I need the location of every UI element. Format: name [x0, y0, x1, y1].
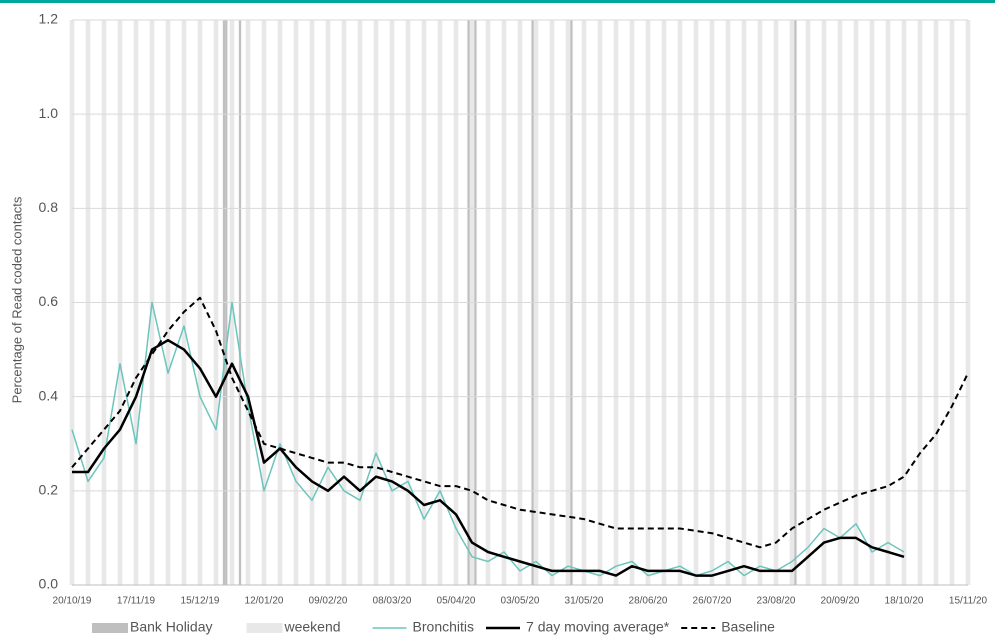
x-tick-label: 26/07/20 — [693, 596, 732, 607]
x-tick-label: 20/09/20 — [821, 596, 860, 607]
x-tick-label: 23/08/20 — [757, 596, 796, 607]
x-tick-label: 05/04/20 — [437, 596, 476, 607]
y-tick-label: 0.2 — [39, 482, 59, 498]
legend-label: weekend — [284, 619, 341, 635]
series-line — [71, 301, 905, 577]
x-tick-label: 15/12/19 — [181, 596, 220, 607]
y-tick-label: 1.0 — [39, 105, 59, 121]
x-tick-label: 17/11/19 — [117, 596, 156, 607]
legend-label: Bronchitis — [413, 619, 474, 635]
x-tick-label: 03/05/20 — [501, 596, 540, 607]
x-tick-label: 12/01/20 — [245, 596, 284, 607]
series-line — [71, 296, 969, 549]
y-tick-label: 1.2 — [39, 11, 59, 27]
x-tick-label: 18/10/20 — [885, 596, 924, 607]
x-tick-label: 09/02/20 — [309, 596, 348, 607]
y-tick-label: 0.8 — [39, 199, 59, 215]
y-tick-label: 0.0 — [39, 576, 59, 592]
y-axis-label: Percentage of Read coded contacts — [9, 196, 24, 403]
series-line — [72, 338, 905, 577]
legend-label: Bank Holiday — [130, 619, 213, 635]
legend-label: 7 day moving average* — [526, 619, 670, 635]
x-tick-label: 31/05/20 — [565, 596, 604, 607]
x-tick-label: 15/11/20 — [949, 596, 988, 607]
y-tick-label: 0.4 — [39, 387, 59, 403]
top-bar — [0, 0, 995, 3]
legend-swatch — [246, 623, 283, 633]
legend-label: Baseline — [721, 619, 775, 635]
y-tick-label: 0.6 — [39, 293, 59, 309]
x-tick-label: 28/06/20 — [629, 596, 668, 607]
legend-swatch — [92, 623, 128, 633]
x-tick-label: 20/10/19 — [53, 596, 92, 607]
x-tick-label: 08/03/20 — [373, 596, 412, 607]
